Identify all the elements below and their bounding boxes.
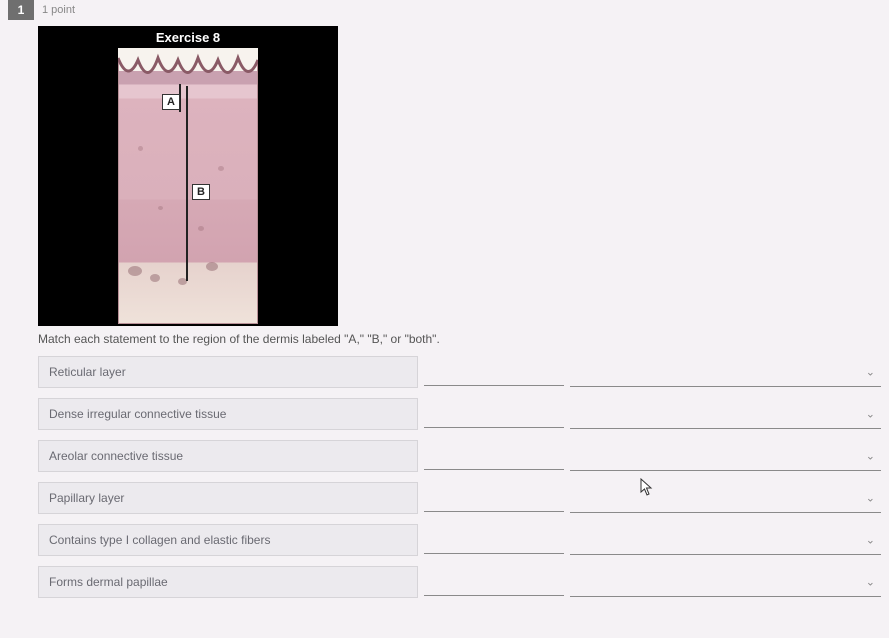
match-select[interactable]: ABboth [570, 441, 881, 471]
match-rows: Reticular layerABboth⌄Dense irregular co… [38, 356, 881, 598]
figure-title: Exercise 8 [38, 30, 338, 45]
match-connector [424, 511, 564, 512]
match-connector [424, 469, 564, 470]
match-connector [424, 385, 564, 386]
match-row: Reticular layer ABboth⌄ [38, 356, 881, 388]
match-connector [424, 595, 564, 596]
tissue-speckle [138, 146, 143, 151]
match-select[interactable]: ABboth [570, 483, 881, 513]
match-row: Areolar connective tissue ABboth⌄ [38, 440, 881, 472]
tissue-speckle [218, 166, 224, 171]
tissue-speckle [150, 274, 160, 282]
match-select[interactable]: ABboth [570, 525, 881, 555]
match-connector [424, 427, 564, 428]
tissue-speckle [198, 226, 204, 231]
figure-label-a: A [162, 94, 180, 110]
tissue-speckle [158, 206, 163, 210]
tissue-speckle [128, 266, 142, 276]
match-row: Dense irregular connective tissue ABboth⌄ [38, 398, 881, 430]
match-answer: ABboth⌄ [570, 357, 881, 387]
match-answer: ABboth⌄ [570, 567, 881, 597]
instruction-text: Match each statement to the region of th… [38, 332, 881, 346]
match-answer: ABboth⌄ [570, 441, 881, 471]
match-prompt: Papillary layer [38, 482, 418, 514]
match-prompt: Forms dermal papillae [38, 566, 418, 598]
match-prompt: Reticular layer [38, 356, 418, 388]
match-answer: ABboth⌄ [570, 525, 881, 555]
match-row: Contains type I collagen and elastic fib… [38, 524, 881, 556]
match-answer: ABboth⌄ [570, 399, 881, 429]
match-prompt: Contains type I collagen and elastic fib… [38, 524, 418, 556]
figure-label-b: B [192, 184, 210, 200]
match-prompt: Dense irregular connective tissue [38, 398, 418, 430]
match-row: Papillary layer ABboth⌄ [38, 482, 881, 514]
match-answer: ABboth⌄ [570, 483, 881, 513]
match-connector [424, 553, 564, 554]
match-row: Forms dermal papillae ABboth⌄ [38, 566, 881, 598]
match-select[interactable]: ABboth [570, 567, 881, 597]
question-number-badge: 1 [8, 0, 34, 20]
tissue-speckle [206, 262, 218, 271]
match-select[interactable]: ABboth [570, 357, 881, 387]
figure-container: Exercise 8 A B [38, 26, 338, 326]
question-points: 1 point [42, 4, 75, 16]
exercise-figure: Exercise 8 A B [38, 26, 338, 326]
papillae-overlay [118, 48, 258, 98]
question-header: 1 1 point [8, 0, 881, 20]
match-select[interactable]: ABboth [570, 399, 881, 429]
figure-span-line [186, 86, 188, 281]
match-prompt: Areolar connective tissue [38, 440, 418, 472]
